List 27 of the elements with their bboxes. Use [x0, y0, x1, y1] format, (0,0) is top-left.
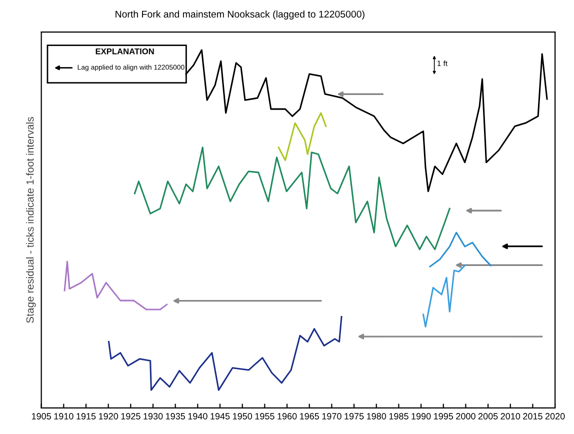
chart-title: North Fork and mainstem Nooksack (lagged to 12205000) — [116, 10, 364, 20]
x-tick-label: 1975 — [344, 413, 364, 420]
x-tick-label: 1915 — [76, 413, 96, 420]
x-tick-label: 1955 — [255, 413, 274, 420]
x-tick-label: 2005 — [478, 413, 498, 420]
x-tick-label: 1935 — [166, 413, 186, 420]
x-tick-label: 2015 — [523, 413, 542, 420]
x-tick-label: 1925 — [121, 413, 140, 420]
x-tick-label: 1940 — [188, 413, 208, 420]
x-tick-label: 1970 — [322, 413, 342, 420]
x-tick-label: 1950 — [233, 413, 252, 420]
x-tick-label: 1930 — [144, 413, 163, 420]
x-tick-label: 1985 — [389, 413, 408, 420]
x-tick-label: 1905 — [32, 413, 51, 420]
x-tick-label: 1945 — [210, 413, 230, 420]
x-tick-label: 1960 — [278, 413, 297, 420]
x-tick-label: 1995 — [434, 413, 454, 420]
x-tick-label: 2020 — [545, 413, 565, 420]
x-tick-label: 1910 — [54, 413, 74, 420]
x-tick-label: 1965 — [300, 413, 320, 420]
annotation: EXPLANATION — [96, 48, 154, 54]
x-tick-label: 2010 — [500, 413, 520, 420]
x-tick-label: 1980 — [367, 413, 386, 420]
x-tick-label: 2000 — [456, 413, 476, 420]
x-tick-label: 1990 — [412, 413, 431, 420]
y-axis-title: Stage residual - ticks indicate 1-foot intervals — [26, 117, 36, 323]
x-tick-label: 1920 — [98, 413, 118, 420]
